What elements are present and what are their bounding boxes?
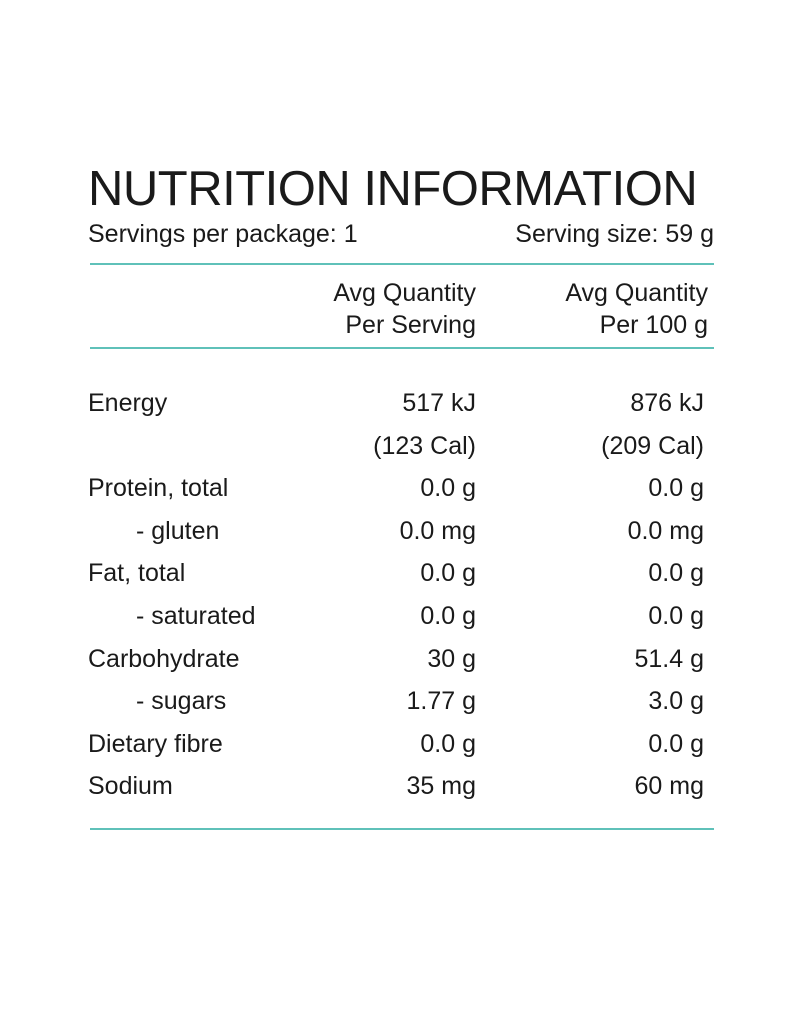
serving-size: Serving size: 59 g xyxy=(515,220,714,248)
value-per-100g: (209 Cal) xyxy=(601,431,704,460)
table-row-gluten: - gluten 0.0 mg 0.0 mg xyxy=(88,510,714,553)
table-row-sodium: Sodium 35 mg 60 mg xyxy=(88,765,714,808)
value-per-serving: (123 Cal) xyxy=(373,431,476,460)
value-per-100g: 0.0 mg xyxy=(627,516,704,545)
table-row-sugars: - sugars 1.77 g 3.0 g xyxy=(88,680,714,723)
column-header-line: Avg Quantity xyxy=(333,279,476,307)
nutrient-label: Fat, total xyxy=(88,559,186,588)
table-row-energy-cal: (123 Cal) (209 Cal) xyxy=(88,425,714,468)
value-per-100g: 876 kJ xyxy=(630,389,704,417)
nutrient-label: Carbohydrate xyxy=(88,644,240,673)
table-row-dietary-fibre: Dietary fibre 0.0 g 0.0 g xyxy=(88,723,714,766)
column-header-line: Per 100 g xyxy=(599,311,708,339)
value-per-100g: 0.0 g xyxy=(648,729,704,758)
value-per-serving: 0.0 g xyxy=(420,474,476,503)
table-row-fat: Fat, total 0.0 g 0.0 g xyxy=(88,552,714,595)
column-header-line: Per Serving xyxy=(345,311,476,339)
column-header-per-serving: Avg Quantity Per Serving xyxy=(333,277,476,341)
nutrient-label: - saturated xyxy=(136,601,256,630)
value-per-100g: 0.0 g xyxy=(648,559,704,588)
nutrient-label: - gluten xyxy=(136,516,220,545)
value-per-serving: 35 mg xyxy=(406,772,476,801)
value-per-100g: 51.4 g xyxy=(634,644,704,673)
table-row-saturated: - saturated 0.0 g 0.0 g xyxy=(88,595,714,638)
table-row-carbohydrate: Carbohydrate 30 g 51.4 g xyxy=(88,638,714,681)
nutrient-label: Sodium xyxy=(88,772,173,801)
divider-header xyxy=(90,347,714,349)
divider-bottom xyxy=(90,828,714,830)
value-per-serving: 0.0 g xyxy=(420,601,476,630)
value-per-100g: 3.0 g xyxy=(648,687,704,716)
value-per-100g: 0.0 g xyxy=(648,601,704,630)
value-per-serving: 0.0 g xyxy=(420,559,476,588)
nutrient-label: Protein, total xyxy=(88,474,229,503)
nutrient-label: - sugars xyxy=(136,687,227,716)
column-header-line: Avg Quantity xyxy=(565,279,708,307)
table-row-energy: Energy 517 kJ 876 kJ xyxy=(88,382,714,425)
nutrient-label: Dietary fibre xyxy=(88,729,223,758)
nutrient-table: Energy 517 kJ 876 kJ (123 Cal) (209 Cal)… xyxy=(88,382,714,808)
value-per-serving: 0.0 g xyxy=(420,729,476,758)
table-row-protein: Protein, total 0.0 g 0.0 g xyxy=(88,467,714,510)
nutrition-panel: NUTRITION INFORMATION Servings per packa… xyxy=(88,160,714,860)
column-header-per-100g: Avg Quantity Per 100 g xyxy=(565,277,708,341)
servings-row: Servings per package: 1 Serving size: 59… xyxy=(88,218,714,250)
panel-title: NUTRITION INFORMATION xyxy=(88,162,698,216)
value-per-serving: 30 g xyxy=(427,644,476,673)
value-per-serving: 0.0 mg xyxy=(399,516,476,545)
value-per-serving: 1.77 g xyxy=(406,687,476,716)
value-per-100g: 60 mg xyxy=(634,772,704,801)
value-per-serving: 517 kJ xyxy=(402,389,476,417)
divider-top xyxy=(90,263,714,265)
servings-per-package: Servings per package: 1 xyxy=(88,220,358,248)
nutrient-label: Energy xyxy=(88,389,168,417)
value-per-100g: 0.0 g xyxy=(648,474,704,503)
